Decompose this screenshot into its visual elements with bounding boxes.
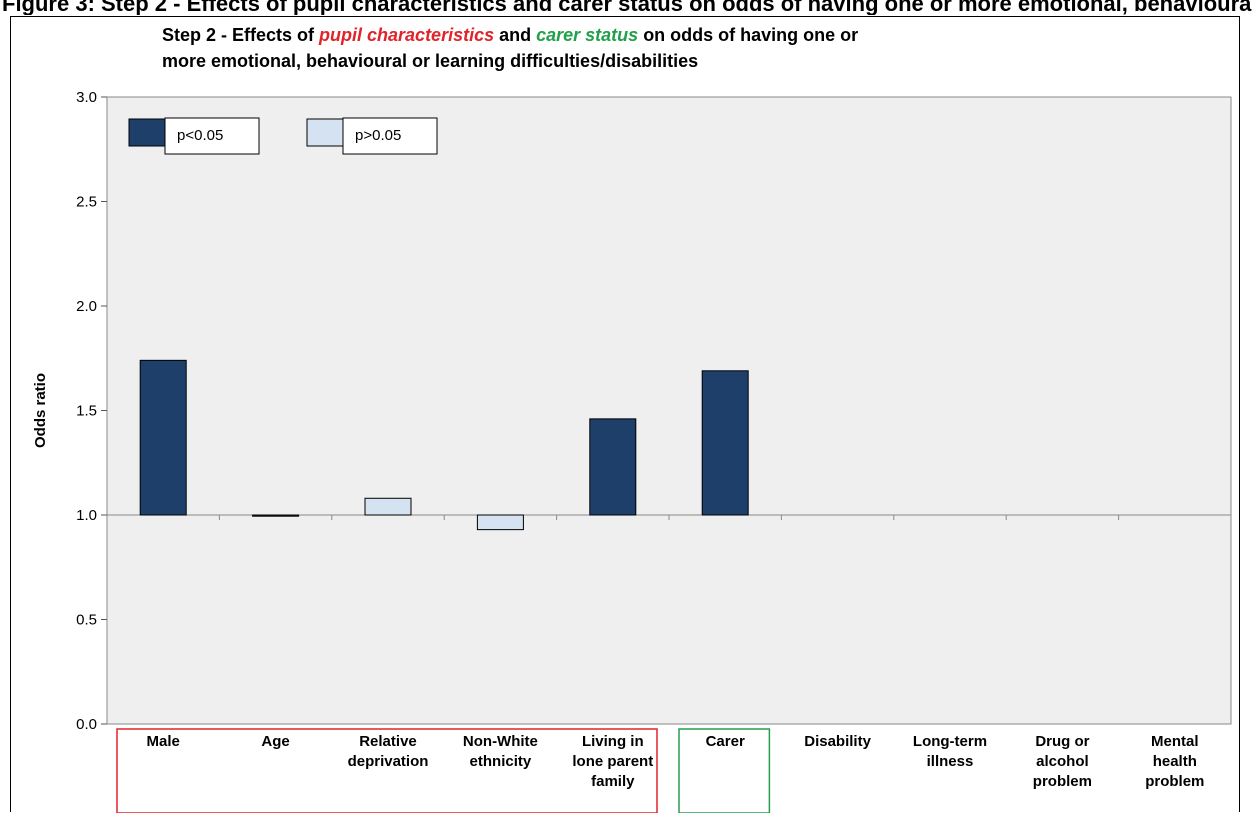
category-label: Male — [147, 733, 180, 750]
chart-title-line: more emotional, behavioural or learning … — [162, 51, 698, 71]
category-label-line: ethnicity — [470, 753, 532, 770]
category-label-line: alcohol — [1036, 753, 1089, 770]
legend-swatch-not_significant — [306, 118, 344, 147]
category-label-line: Relative — [359, 733, 417, 750]
category-label: Carer — [706, 733, 745, 750]
y-axis-label: Odds ratio — [32, 373, 49, 448]
odds-ratio-chart: 0.0 0.5 1.0 1.5 2.0 2.5 3.0 Odds ratio Male Age Re… — [32, 25, 1232, 813]
category-label-line: family — [591, 773, 635, 790]
chart-title-line: Step 2 - Effects of pupil characteristic… — [162, 25, 858, 45]
category-label-line: illness — [927, 753, 974, 770]
bar-living-in-lone-parent-family — [589, 418, 637, 516]
legend-box — [342, 117, 438, 155]
y-tick-label: 1.0 — [76, 507, 97, 524]
category-label-line: Living in — [582, 733, 644, 750]
legend-label: p>0.05 — [355, 127, 401, 144]
y-tick-label: 0.0 — [76, 716, 97, 733]
chart-title-run: and — [494, 25, 536, 45]
chart-title-run: more emotional, behavioural or learning … — [162, 51, 698, 71]
y-tick-label: 3.0 — [76, 89, 97, 106]
bar-relative-deprivation — [364, 497, 412, 516]
category-label-line: deprivation — [348, 753, 429, 770]
category-label-line: Mental — [1151, 733, 1199, 750]
chart-frame: 0.0 0.5 1.0 1.5 2.0 2.5 3.0 Odds ratio Male Age Re… — [10, 16, 1240, 813]
category-label-line: Carer — [706, 733, 745, 750]
category-label: Non-White ethnicity — [463, 733, 538, 770]
category-label: Living in lone parent family — [572, 733, 653, 790]
plot-area — [106, 96, 1232, 725]
y-tick-label: 1.5 — [76, 403, 97, 420]
category-label: Long-term illness — [913, 733, 987, 770]
chart-title-run: pupil characteristics — [318, 25, 494, 45]
y-tick-label: 2.0 — [76, 298, 97, 315]
chart-title-run: Step 2 - Effects of — [162, 25, 319, 45]
legend-box — [164, 117, 260, 155]
y-tick-label: 0.5 — [76, 612, 97, 629]
bar-carer — [701, 370, 749, 516]
bar-non-white-ethnicity — [476, 514, 524, 531]
category-label-line: Non-White — [463, 733, 538, 750]
chart-title-run: carer status — [536, 25, 638, 45]
figure-heading-text: Figure 3: Step 2 - Effects of pupil char… — [2, 0, 1252, 15]
category-label: Disability — [804, 733, 871, 750]
figure-heading: Figure 3: Step 2 - Effects of pupil char… — [0, 0, 1252, 15]
legend-swatch-significant — [128, 118, 166, 147]
category-label-line: health — [1153, 753, 1197, 770]
category-label-line: lone parent — [572, 753, 653, 770]
group-box-pupil-characteristics — [116, 728, 658, 813]
category-label-line: Disability — [804, 733, 871, 750]
category-label-line: problem — [1145, 773, 1204, 790]
category-label-line: Male — [147, 733, 180, 750]
y-tick-label: 2.5 — [76, 194, 97, 211]
category-label-line: problem — [1033, 773, 1092, 790]
chart-title-run: on odds of having one or — [638, 25, 858, 45]
bar-age — [252, 514, 300, 517]
category-label: Mental health problem — [1145, 733, 1204, 790]
bar-male — [139, 359, 187, 516]
category-label: Age — [261, 733, 289, 750]
group-box-carer-status — [678, 728, 771, 813]
category-label-line: Age — [261, 733, 289, 750]
category-label: Drug or alcohol problem — [1033, 733, 1092, 790]
legend-label: p<0.05 — [177, 127, 223, 144]
category-label-line: Long-term — [913, 733, 987, 750]
category-label-line: Drug or — [1035, 733, 1089, 750]
category-label: Relative deprivation — [348, 733, 429, 770]
